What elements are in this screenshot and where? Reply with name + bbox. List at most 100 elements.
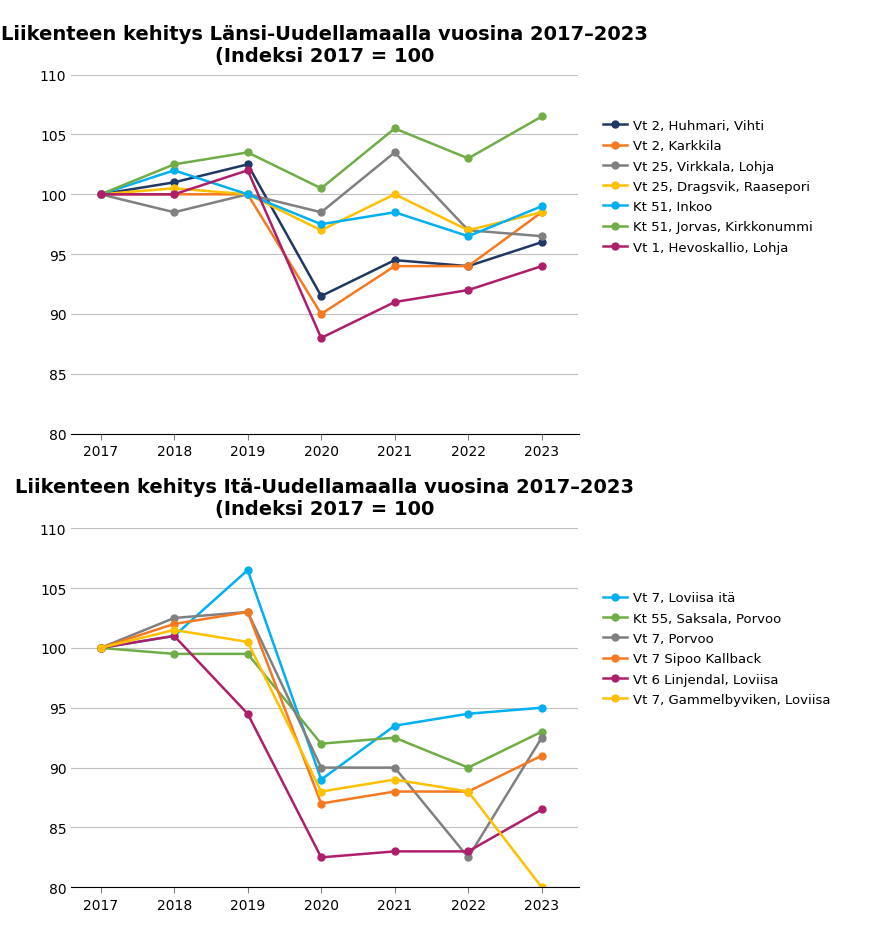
Kt 55, Saksala, Porvoo: [537, 726, 547, 737]
Line: Vt 25, Dragsvik, Raasepori: Vt 25, Dragsvik, Raasepori: [97, 186, 546, 234]
Vt 1, Hevoskallio, Lohja: [389, 297, 400, 309]
Vt 7, Loviisa itä: [316, 774, 327, 785]
Vt 7, Porvoo: [537, 733, 547, 744]
Vt 7, Loviisa itä: [389, 720, 400, 732]
Vt 7, Porvoo: [169, 613, 180, 624]
Vt 7 Sipoo Kallback: [537, 750, 547, 762]
Vt 25, Virkkala, Lohja: [316, 208, 327, 219]
Vt 7, Gammelbyviken, Loviisa: [316, 786, 327, 798]
Vt 2, Karkkila: [316, 309, 327, 320]
Vt 25, Virkkala, Lohja: [389, 147, 400, 159]
Vt 7, Gammelbyviken, Loviisa: [242, 636, 253, 648]
Kt 55, Saksala, Porvoo: [242, 649, 253, 660]
Kt 51, Inkoo: [537, 201, 547, 212]
Kt 51, Inkoo: [316, 219, 327, 230]
Vt 25, Virkkala, Lohja: [242, 190, 253, 201]
Vt 7 Sipoo Kallback: [389, 786, 400, 798]
Vt 2, Karkkila: [389, 261, 400, 273]
Kt 51, Jorvas, Kirkkonummi: [389, 124, 400, 135]
Vt 2, Karkkila: [169, 190, 180, 201]
Vt 7 Sipoo Kallback: [463, 786, 473, 798]
Vt 7, Loviisa itä: [169, 631, 180, 642]
Vt 7 Sipoo Kallback: [242, 607, 253, 618]
Line: Vt 1, Hevoskallio, Lohja: Vt 1, Hevoskallio, Lohja: [97, 168, 546, 342]
Vt 7 Sipoo Kallback: [316, 798, 327, 809]
Kt 51, Jorvas, Kirkkonummi: [95, 190, 106, 201]
Vt 6 Linjendal, Loviisa: [537, 804, 547, 816]
Vt 2, Huhmari, Vihti: [537, 237, 547, 248]
Title: Liikenteen kehitys Länsi-Uudellamaalla vuosina 2017–2023
(Indeksi 2017 = 100: Liikenteen kehitys Länsi-Uudellamaalla v…: [2, 25, 648, 66]
Vt 7, Porvoo: [389, 762, 400, 773]
Vt 2, Karkkila: [463, 261, 473, 273]
Vt 1, Hevoskallio, Lohja: [463, 285, 473, 296]
Line: Vt 2, Karkkila: Vt 2, Karkkila: [97, 192, 546, 318]
Vt 1, Hevoskallio, Lohja: [537, 261, 547, 273]
Vt 2, Huhmari, Vihti: [316, 291, 327, 302]
Vt 7, Loviisa itä: [95, 643, 106, 654]
Vt 7, Gammelbyviken, Loviisa: [537, 882, 547, 893]
Line: Vt 7 Sipoo Kallback: Vt 7 Sipoo Kallback: [97, 609, 546, 807]
Vt 7, Porvoo: [242, 607, 253, 618]
Vt 7 Sipoo Kallback: [95, 643, 106, 654]
Vt 2, Huhmari, Vihti: [169, 177, 180, 189]
Vt 6 Linjendal, Loviisa: [389, 846, 400, 857]
Legend: Vt 2, Huhmari, Vihti, Vt 2, Karkkila, Vt 25, Virkkala, Lohja, Vt 25, Dragsvik, R: Vt 2, Huhmari, Vihti, Vt 2, Karkkila, Vt…: [603, 120, 813, 254]
Vt 25, Dragsvik, Raasepori: [95, 190, 106, 201]
Kt 51, Inkoo: [463, 231, 473, 243]
Vt 1, Hevoskallio, Lohja: [316, 333, 327, 345]
Vt 6 Linjendal, Loviisa: [463, 846, 473, 857]
Vt 6 Linjendal, Loviisa: [95, 643, 106, 654]
Kt 55, Saksala, Porvoo: [316, 738, 327, 750]
Vt 7, Gammelbyviken, Loviisa: [169, 625, 180, 636]
Vt 7, Gammelbyviken, Loviisa: [389, 774, 400, 785]
Kt 55, Saksala, Porvoo: [463, 762, 473, 773]
Vt 25, Dragsvik, Raasepori: [242, 190, 253, 201]
Vt 6 Linjendal, Loviisa: [169, 631, 180, 642]
Kt 51, Inkoo: [95, 190, 106, 201]
Vt 2, Karkkila: [242, 190, 253, 201]
Vt 25, Virkkala, Lohja: [537, 231, 547, 243]
Kt 51, Jorvas, Kirkkonummi: [242, 147, 253, 159]
Vt 7, Loviisa itä: [242, 565, 253, 576]
Kt 51, Inkoo: [169, 165, 180, 177]
Vt 25, Dragsvik, Raasepori: [537, 208, 547, 219]
Vt 1, Hevoskallio, Lohja: [242, 165, 253, 177]
Vt 7, Gammelbyviken, Loviisa: [463, 786, 473, 798]
Line: Vt 7, Porvoo: Vt 7, Porvoo: [97, 609, 546, 861]
Line: Kt 51, Jorvas, Kirkkonummi: Kt 51, Jorvas, Kirkkonummi: [97, 114, 546, 198]
Vt 7, Loviisa itä: [537, 702, 547, 714]
Vt 2, Karkkila: [95, 190, 106, 201]
Kt 55, Saksala, Porvoo: [95, 643, 106, 654]
Vt 7, Gammelbyviken, Loviisa: [95, 643, 106, 654]
Vt 25, Dragsvik, Raasepori: [169, 183, 180, 194]
Line: Kt 51, Inkoo: Kt 51, Inkoo: [97, 168, 546, 241]
Vt 6 Linjendal, Loviisa: [242, 708, 253, 719]
Line: Vt 2, Huhmari, Vihti: Vt 2, Huhmari, Vihti: [97, 161, 546, 300]
Vt 1, Hevoskallio, Lohja: [169, 190, 180, 201]
Line: Vt 6 Linjendal, Loviisa: Vt 6 Linjendal, Loviisa: [97, 632, 546, 861]
Kt 51, Inkoo: [389, 208, 400, 219]
Line: Vt 7, Loviisa itä: Vt 7, Loviisa itä: [97, 567, 546, 784]
Vt 25, Virkkala, Lohja: [169, 208, 180, 219]
Line: Vt 25, Virkkala, Lohja: Vt 25, Virkkala, Lohja: [97, 150, 546, 241]
Vt 7 Sipoo Kallback: [169, 618, 180, 630]
Kt 51, Jorvas, Kirkkonummi: [537, 111, 547, 123]
Vt 2, Huhmari, Vihti: [95, 190, 106, 201]
Vt 25, Virkkala, Lohja: [463, 226, 473, 237]
Vt 25, Virkkala, Lohja: [95, 190, 106, 201]
Kt 51, Jorvas, Kirkkonummi: [463, 154, 473, 165]
Vt 25, Dragsvik, Raasepori: [463, 226, 473, 237]
Kt 55, Saksala, Porvoo: [389, 733, 400, 744]
Vt 7, Loviisa itä: [463, 708, 473, 719]
Kt 51, Jorvas, Kirkkonummi: [169, 160, 180, 171]
Vt 2, Huhmari, Vihti: [242, 160, 253, 171]
Vt 1, Hevoskallio, Lohja: [95, 190, 106, 201]
Vt 6 Linjendal, Loviisa: [316, 851, 327, 863]
Vt 2, Huhmari, Vihti: [389, 255, 400, 266]
Kt 51, Jorvas, Kirkkonummi: [316, 183, 327, 194]
Vt 7, Porvoo: [463, 851, 473, 863]
Vt 25, Dragsvik, Raasepori: [316, 226, 327, 237]
Vt 2, Karkkila: [537, 208, 547, 219]
Line: Vt 7, Gammelbyviken, Loviisa: Vt 7, Gammelbyviken, Loviisa: [97, 627, 546, 891]
Kt 55, Saksala, Porvoo: [169, 649, 180, 660]
